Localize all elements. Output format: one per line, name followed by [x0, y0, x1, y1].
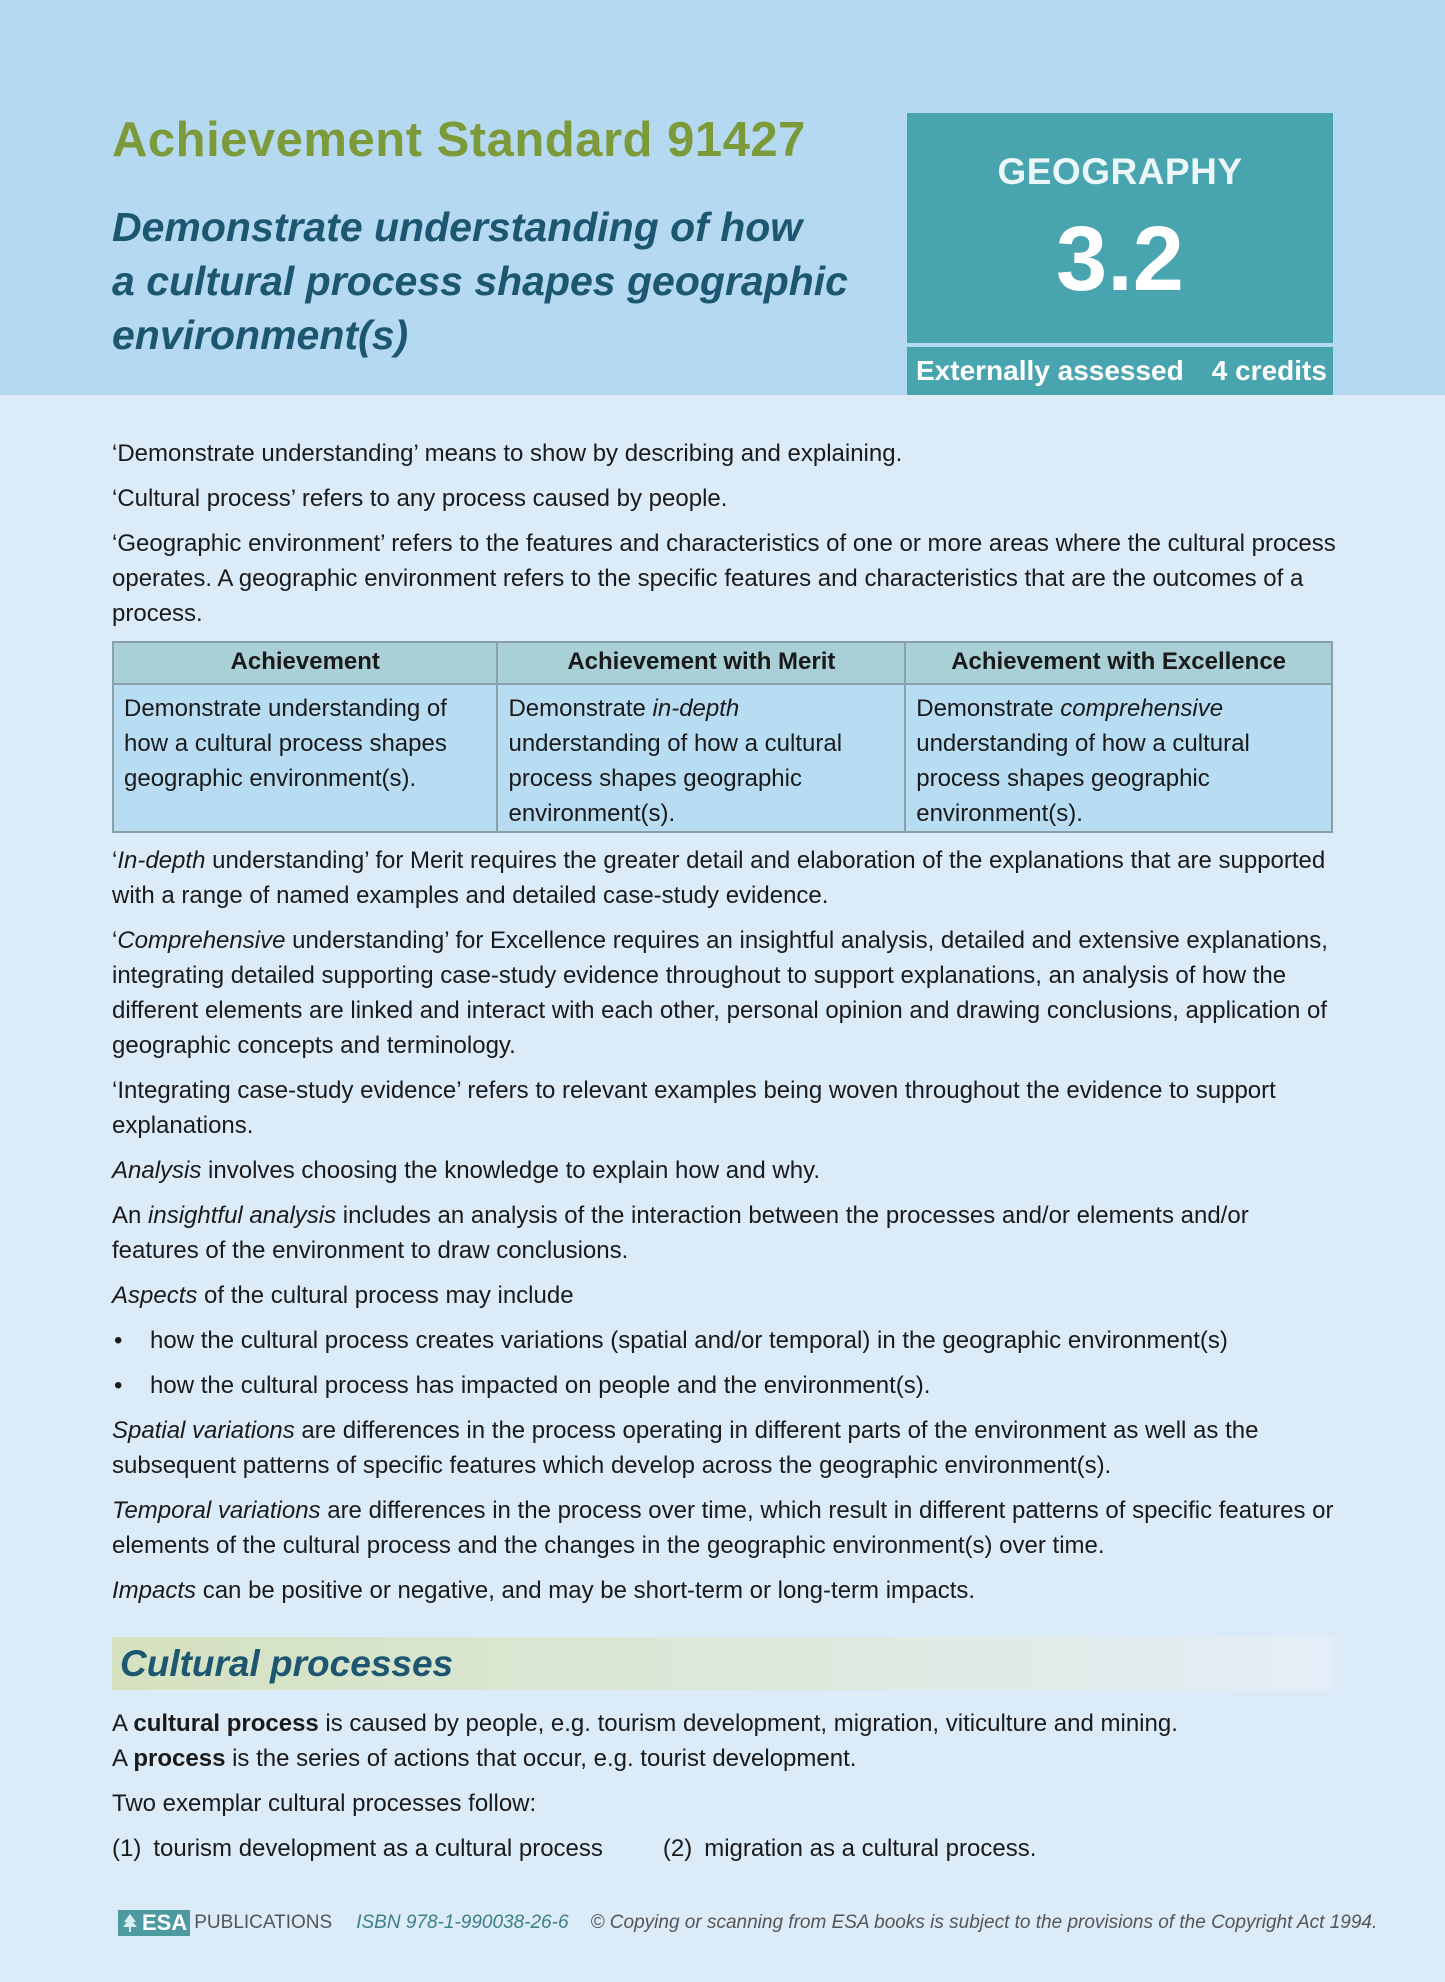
- bullet-text: how the cultural process has impacted on…: [150, 1372, 931, 1399]
- text-run: ‘: [112, 847, 118, 874]
- note: Aspects of the cultural process may incl…: [112, 1278, 1337, 1313]
- text-run: understanding’ for Excellence requires a…: [112, 927, 1328, 1059]
- styled-run: Temporal variations: [112, 1497, 321, 1524]
- note: ‘Integrating case-study evidence’ refers…: [112, 1073, 1337, 1143]
- text-run: ‘Geographic environment’ refers to the f…: [112, 530, 1336, 627]
- item-number: (2): [662, 1835, 693, 1862]
- note: Impacts can be positive or negative, and…: [112, 1573, 1337, 1608]
- text-run: includes an analysis of the interaction …: [112, 1202, 1249, 1264]
- credit-bar: Externally assessed 4 credits: [907, 347, 1333, 395]
- definition: ‘Geographic environment’ refers to the f…: [112, 526, 1337, 631]
- text-run: Demonstrate: [916, 695, 1061, 722]
- logo: ESA: [118, 1910, 191, 1936]
- styled-run: process: [133, 1745, 226, 1772]
- title-line: a cultural process shapes geographic: [112, 258, 848, 304]
- section-paragraph: A cultural process is caused by people, …: [112, 1706, 1337, 1741]
- bullet: •: [114, 1372, 123, 1399]
- styled-run: comprehensive: [1060, 695, 1224, 722]
- standard-description: Demonstrate understanding of how a cultur…: [112, 200, 848, 362]
- styled-run: in-depth: [652, 695, 740, 722]
- table-cell: Demonstrate in-depth understanding of ho…: [496, 683, 907, 833]
- text-run: are differences in the process over time…: [112, 1497, 1334, 1559]
- process-list: (1) tourism development as a cultural pro…: [112, 1831, 1337, 1866]
- footer: ESA PUBLICATIONS ISBN 978-1-990038-26-6 …: [118, 1910, 1377, 1936]
- styled-run: Analysis: [112, 1157, 202, 1184]
- table-header: Achievement with Excellence: [904, 641, 1333, 685]
- table-row: Demonstrate understanding of how a cultu…: [111, 683, 1333, 833]
- bullet-item: • how the cultural process has impacted o…: [112, 1368, 1337, 1403]
- text-run: Two exemplar cultural processes follow:: [112, 1790, 537, 1817]
- bullet-text: how the cultural process creates variati…: [150, 1327, 1228, 1354]
- styled-run: Impacts: [112, 1577, 197, 1604]
- item-text: migration as a cultural process.: [704, 1835, 1037, 1862]
- table-cell: Demonstrate understanding of how a cultu…: [111, 683, 499, 833]
- table-header: Achievement: [111, 641, 499, 685]
- table-cell: Demonstrate comprehensive understanding …: [904, 683, 1333, 833]
- standard-number: 3.2: [1056, 208, 1184, 310]
- table-header-row: Achievement Achievement with Merit Achieve…: [111, 641, 1333, 685]
- standard-title: Achievement Standard 91427: [112, 113, 806, 167]
- publisher: PUBLICATIONS: [194, 1912, 333, 1933]
- main-content: ‘Demonstrate understanding’ means to sho…: [111, 436, 1337, 1618]
- section-paragraph: A process is the series of actions that …: [112, 1741, 1337, 1776]
- text-run: An: [112, 1202, 149, 1229]
- styled-run: insightful analysis: [148, 1202, 337, 1229]
- assessment: Externally assessed: [916, 355, 1184, 386]
- title-line: Demonstrate understanding of how: [112, 204, 803, 250]
- copyright: © Copying or scanning from ESA books is …: [590, 1912, 1378, 1933]
- text-run: understanding’ for Merit requires the gr…: [112, 847, 1326, 909]
- section-heading: Cultural processes: [112, 1637, 1333, 1690]
- bullet: •: [114, 1327, 123, 1354]
- text-run: is the series of actions that occur, e.g…: [225, 1745, 857, 1772]
- styled-run: In-depth: [117, 847, 206, 874]
- note: ‘In-depth understanding’ for Merit requi…: [112, 843, 1337, 913]
- logo-tree: [123, 1914, 137, 1932]
- text-run: ‘: [112, 927, 118, 954]
- definition: ‘Demonstrate understanding’ means to sho…: [112, 436, 1337, 471]
- text-run: ‘Demonstrate understanding’ means to sho…: [112, 440, 903, 467]
- item-number: (1): [112, 1835, 142, 1862]
- text-run: ‘Cultural process’ refers to any process…: [112, 485, 728, 512]
- text-run: involves choosing the knowledge to expla…: [201, 1157, 820, 1184]
- styled-run: cultural process: [133, 1710, 319, 1737]
- text-run: can be positive or negative, and may be …: [196, 1577, 976, 1604]
- text-run: A: [112, 1745, 134, 1772]
- text-run: Demonstrate: [508, 695, 653, 722]
- criteria-table: Achievement Achievement with Merit Achieve…: [111, 641, 1333, 833]
- note: Spatial variations are differences in th…: [112, 1413, 1337, 1483]
- note: ‘Comprehensive understanding’ for Excell…: [112, 923, 1337, 1063]
- note: Analysis involves choosing the knowledge…: [112, 1153, 1337, 1188]
- text-run: of the cultural process may include: [197, 1282, 574, 1309]
- styled-run: Aspects: [112, 1282, 198, 1309]
- text-run: is caused by people, e.g. tourism develo…: [318, 1710, 1178, 1737]
- text-run: A: [112, 1710, 134, 1737]
- subject: GEOGRAPHY: [997, 151, 1243, 192]
- logo-text: ESA: [142, 1910, 188, 1935]
- isbn: ISBN 978-1-990038-26-6: [356, 1912, 569, 1933]
- table-header: Achievement with Merit: [496, 641, 907, 685]
- note: Temporal variations are differences in t…: [112, 1493, 1337, 1563]
- item-text: tourism development as a cultural proces…: [153, 1835, 603, 1862]
- section-content: A cultural process is caused by people, …: [112, 1706, 1337, 1866]
- note: An insightful analysis includes an analy…: [112, 1198, 1337, 1268]
- title-line: environment(s): [112, 312, 409, 358]
- styled-run: Spatial variations: [112, 1417, 295, 1444]
- definition: ‘Cultural process’ refers to any process…: [112, 481, 1337, 516]
- subject-box: GEOGRAPHY 3.2: [907, 113, 1333, 343]
- text-run: Demonstrate understanding of how a cultu…: [124, 695, 447, 792]
- bullet-item: • how the cultural process creates variat…: [112, 1323, 1337, 1358]
- section-paragraph: Two exemplar cultural processes follow:: [112, 1786, 1337, 1821]
- credits: 4 credits: [1211, 355, 1327, 386]
- text-run: are differences in the process operating…: [112, 1417, 1259, 1479]
- text-run: understanding of how a cultural process …: [916, 730, 1250, 827]
- text-run: understanding of how a cultural process …: [508, 730, 843, 827]
- text-run: ‘Integrating case-study evidence’ refers…: [112, 1077, 1276, 1139]
- styled-run: Comprehensive: [117, 927, 286, 954]
